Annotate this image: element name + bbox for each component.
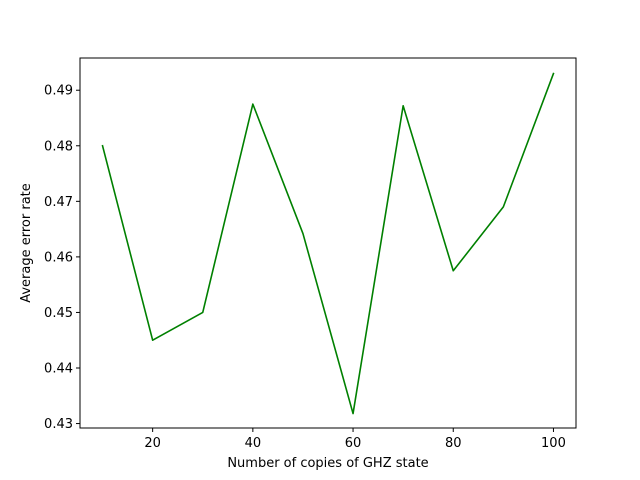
- plot-frame: [79, 57, 577, 429]
- x-tick-label: 20: [144, 436, 161, 451]
- series-layer: [101, 72, 555, 415]
- y-tick-label: 0.47: [44, 195, 73, 210]
- y-tick-label: 0.45: [44, 306, 73, 321]
- x-axis-label: Number of copies of GHZ state: [227, 456, 428, 471]
- y-tick-label: 0.46: [44, 250, 73, 265]
- x-tick-label: 100: [541, 436, 566, 451]
- y-axis-label: Average error rate: [19, 183, 34, 303]
- x-tick-label: 60: [345, 436, 362, 451]
- y-tick-label: 0.48: [44, 139, 73, 154]
- y-tick-label: 0.43: [44, 417, 73, 432]
- y-tick-label: 0.49: [44, 84, 73, 99]
- x-tick-label: 40: [245, 436, 262, 451]
- ticks-layer: 20 40 60 80 100 0.43 0.44 0.45 0.46 0.47 0.48 0.49: [44, 84, 566, 451]
- x-tick-label: 80: [445, 436, 462, 451]
- y-tick-label: 0.44: [44, 362, 73, 377]
- series-line: [101, 72, 555, 415]
